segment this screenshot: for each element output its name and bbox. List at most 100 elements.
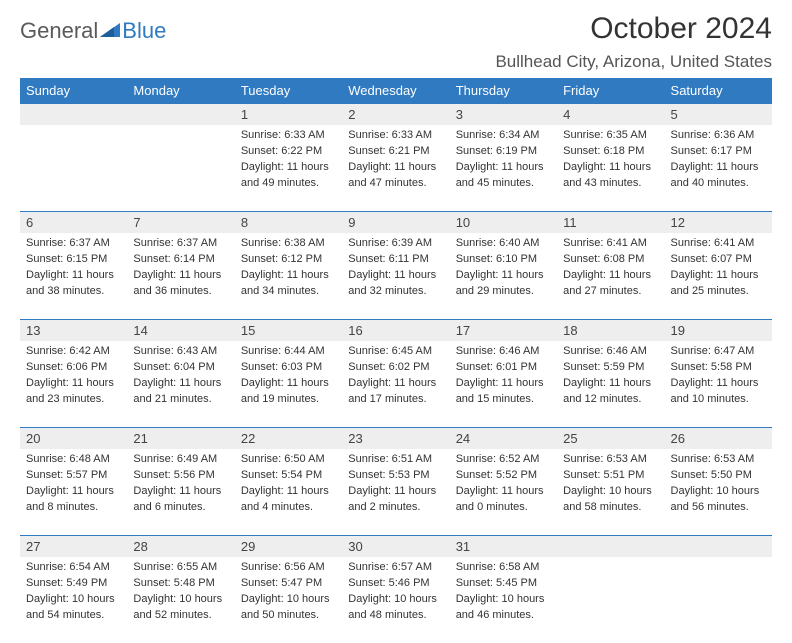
day-cell: Sunrise: 6:35 AMSunset: 6:18 PMDaylight:… — [557, 125, 664, 211]
day-number: 12 — [665, 211, 772, 233]
daylight-text: Daylight: 11 hours — [348, 376, 443, 391]
day-number: 25 — [557, 427, 664, 449]
sunrise-text: Sunrise: 6:50 AM — [241, 452, 336, 467]
day-number: 29 — [235, 535, 342, 557]
day-cell: Sunrise: 6:57 AMSunset: 5:46 PMDaylight:… — [342, 557, 449, 643]
day-number: 4 — [557, 103, 664, 125]
daylight-text: Daylight: 11 hours — [563, 376, 658, 391]
calendar-table: SundayMondayTuesdayWednesdayThursdayFrid… — [20, 78, 772, 643]
daylight-text: Daylight: 11 hours — [671, 268, 766, 283]
day-number: 9 — [342, 211, 449, 233]
sunset-text: Sunset: 5:53 PM — [348, 468, 443, 483]
sunset-text: Sunset: 6:11 PM — [348, 252, 443, 267]
day-number: 18 — [557, 319, 664, 341]
day-cell: Sunrise: 6:56 AMSunset: 5:47 PMDaylight:… — [235, 557, 342, 643]
page-title: October 2024 — [495, 12, 772, 46]
sunset-text: Sunset: 5:48 PM — [133, 576, 228, 591]
day-cell: Sunrise: 6:45 AMSunset: 6:02 PMDaylight:… — [342, 341, 449, 427]
day-cell — [127, 125, 234, 211]
daylight-text: and 58 minutes. — [563, 500, 658, 515]
daylight-text: and 25 minutes. — [671, 284, 766, 299]
day-number: 6 — [20, 211, 127, 233]
daylight-text: and 32 minutes. — [348, 284, 443, 299]
sunrise-text: Sunrise: 6:45 AM — [348, 344, 443, 359]
day-content-row: Sunrise: 6:33 AMSunset: 6:22 PMDaylight:… — [20, 125, 772, 211]
day-number: 20 — [20, 427, 127, 449]
daylight-text: Daylight: 11 hours — [26, 376, 121, 391]
day-number: 28 — [127, 535, 234, 557]
sunrise-text: Sunrise: 6:33 AM — [348, 128, 443, 143]
day-number: 27 — [20, 535, 127, 557]
day-content-row: Sunrise: 6:48 AMSunset: 5:57 PMDaylight:… — [20, 449, 772, 535]
daylight-text: and 47 minutes. — [348, 176, 443, 191]
day-cell — [557, 557, 664, 643]
title-block: October 2024 Bullhead City, Arizona, Uni… — [495, 12, 772, 72]
day-cell: Sunrise: 6:53 AMSunset: 5:51 PMDaylight:… — [557, 449, 664, 535]
sunset-text: Sunset: 5:51 PM — [563, 468, 658, 483]
daylight-text: Daylight: 11 hours — [456, 268, 551, 283]
daylight-text: and 45 minutes. — [456, 176, 551, 191]
daylight-text: Daylight: 11 hours — [563, 160, 658, 175]
daylight-text: and 19 minutes. — [241, 392, 336, 407]
day-number: 15 — [235, 319, 342, 341]
sunrise-text: Sunrise: 6:56 AM — [241, 560, 336, 575]
weekday-header: Monday — [127, 78, 234, 103]
sunset-text: Sunset: 5:46 PM — [348, 576, 443, 591]
day-cell: Sunrise: 6:54 AMSunset: 5:49 PMDaylight:… — [20, 557, 127, 643]
daylight-text: and 46 minutes. — [456, 608, 551, 623]
day-number-row: 12345 — [20, 103, 772, 125]
sunrise-text: Sunrise: 6:48 AM — [26, 452, 121, 467]
day-number-row: 20212223242526 — [20, 427, 772, 449]
logo: General Blue — [20, 18, 166, 44]
daylight-text: and 43 minutes. — [563, 176, 658, 191]
day-cell: Sunrise: 6:37 AMSunset: 6:15 PMDaylight:… — [20, 233, 127, 319]
weekday-header: Wednesday — [342, 78, 449, 103]
day-number: 17 — [450, 319, 557, 341]
daylight-text: Daylight: 11 hours — [456, 160, 551, 175]
daylight-text: Daylight: 11 hours — [241, 376, 336, 391]
sunrise-text: Sunrise: 6:58 AM — [456, 560, 551, 575]
daylight-text: Daylight: 11 hours — [563, 268, 658, 283]
day-number: 26 — [665, 427, 772, 449]
sunrise-text: Sunrise: 6:43 AM — [133, 344, 228, 359]
daylight-text: and 0 minutes. — [456, 500, 551, 515]
daylight-text: and 34 minutes. — [241, 284, 336, 299]
day-number: 1 — [235, 103, 342, 125]
daylight-text: and 52 minutes. — [133, 608, 228, 623]
day-cell: Sunrise: 6:48 AMSunset: 5:57 PMDaylight:… — [20, 449, 127, 535]
sunrise-text: Sunrise: 6:46 AM — [563, 344, 658, 359]
daylight-text: Daylight: 11 hours — [241, 484, 336, 499]
daylight-text: and 4 minutes. — [241, 500, 336, 515]
day-number: 30 — [342, 535, 449, 557]
sunrise-text: Sunrise: 6:55 AM — [133, 560, 228, 575]
location-text: Bullhead City, Arizona, United States — [495, 52, 772, 72]
logo-text-1: General — [20, 18, 98, 44]
day-number: 5 — [665, 103, 772, 125]
sunrise-text: Sunrise: 6:33 AM — [241, 128, 336, 143]
daylight-text: Daylight: 10 hours — [563, 484, 658, 499]
weekday-header: Friday — [557, 78, 664, 103]
day-number: 8 — [235, 211, 342, 233]
day-number: 13 — [20, 319, 127, 341]
sunrise-text: Sunrise: 6:41 AM — [563, 236, 658, 251]
sunset-text: Sunset: 6:21 PM — [348, 144, 443, 159]
day-cell: Sunrise: 6:36 AMSunset: 6:17 PMDaylight:… — [665, 125, 772, 211]
sunrise-text: Sunrise: 6:44 AM — [241, 344, 336, 359]
day-cell: Sunrise: 6:51 AMSunset: 5:53 PMDaylight:… — [342, 449, 449, 535]
sunset-text: Sunset: 5:56 PM — [133, 468, 228, 483]
day-number — [665, 535, 772, 542]
sunset-text: Sunset: 6:17 PM — [671, 144, 766, 159]
day-cell: Sunrise: 6:33 AMSunset: 6:22 PMDaylight:… — [235, 125, 342, 211]
calendar-body: 12345Sunrise: 6:33 AMSunset: 6:22 PMDayl… — [20, 103, 772, 643]
daylight-text: and 29 minutes. — [456, 284, 551, 299]
day-cell: Sunrise: 6:43 AMSunset: 6:04 PMDaylight:… — [127, 341, 234, 427]
sunrise-text: Sunrise: 6:38 AM — [241, 236, 336, 251]
sunrise-text: Sunrise: 6:46 AM — [456, 344, 551, 359]
day-cell: Sunrise: 6:47 AMSunset: 5:58 PMDaylight:… — [665, 341, 772, 427]
day-cell: Sunrise: 6:53 AMSunset: 5:50 PMDaylight:… — [665, 449, 772, 535]
day-number: 10 — [450, 211, 557, 233]
daylight-text: Daylight: 11 hours — [348, 484, 443, 499]
day-number: 22 — [235, 427, 342, 449]
daylight-text: and 56 minutes. — [671, 500, 766, 515]
sunrise-text: Sunrise: 6:47 AM — [671, 344, 766, 359]
